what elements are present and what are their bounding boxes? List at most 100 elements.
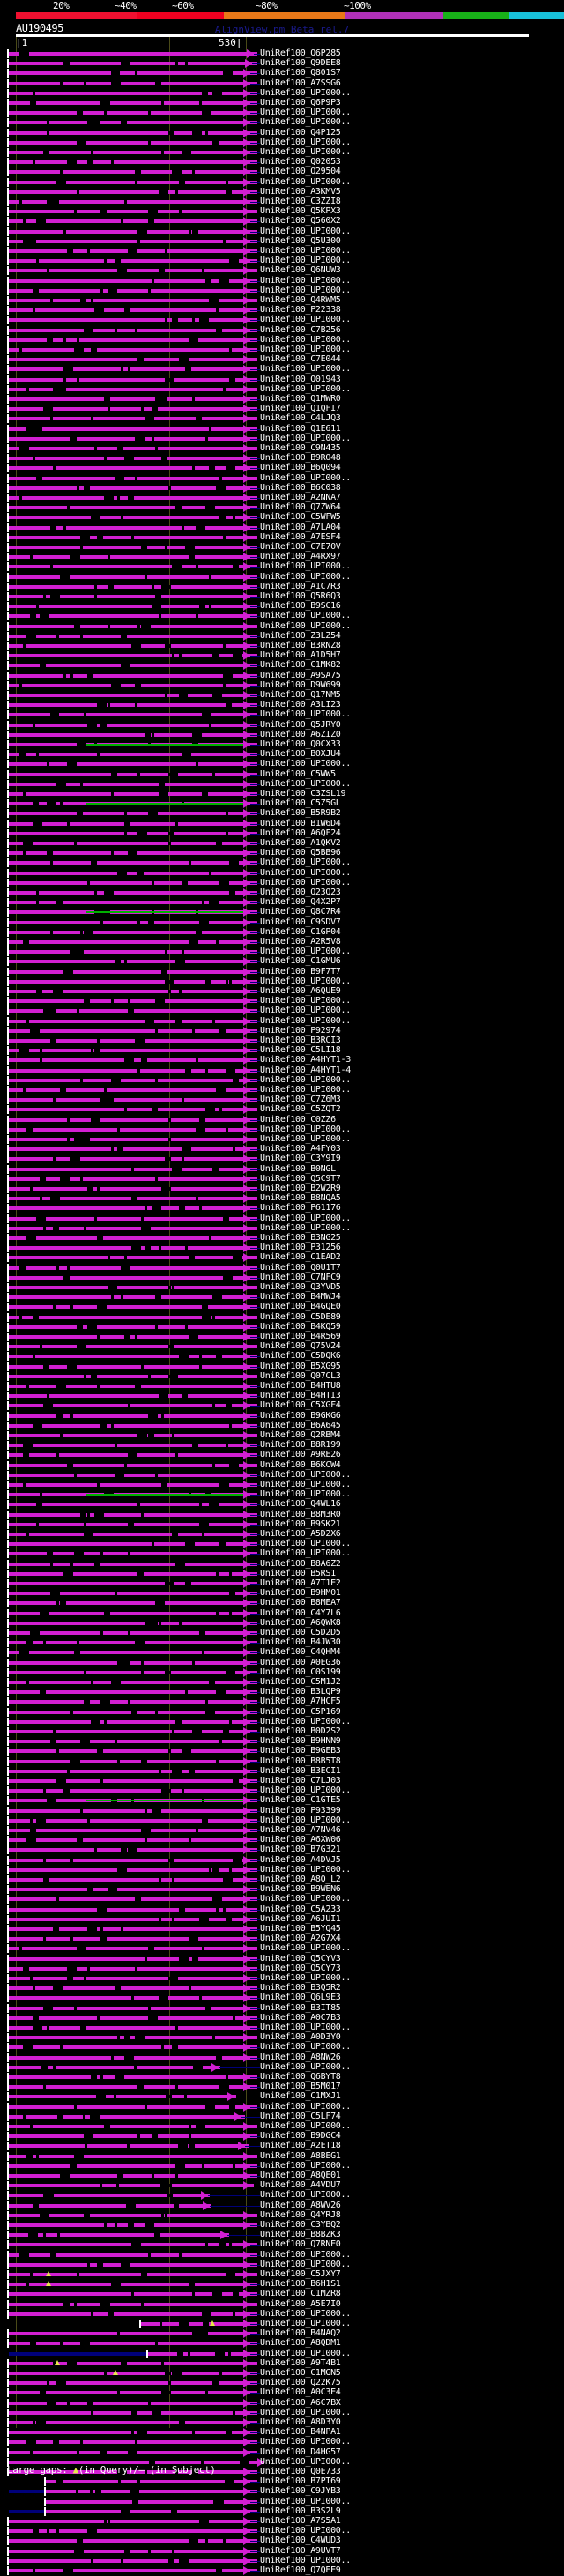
- hit-id-label[interactable]: UniRef100_A2ET18: [260, 2141, 341, 2151]
- hit-id-label[interactable]: UniRef100_A2R5V8: [260, 937, 341, 947]
- hit-id-label[interactable]: UniRef100_C5A233: [260, 1904, 341, 1914]
- hit-id-label[interactable]: UniRef100_B4HTU8: [260, 1381, 341, 1391]
- hit-id-label[interactable]: UniRef100_A7LA04: [260, 522, 341, 532]
- hit-id-label[interactable]: UniRef100_D9W699: [260, 679, 341, 690]
- table-row[interactable]: UniRef100_A1QKV2: [0, 838, 564, 849]
- table-row[interactable]: UniRef100_C5ZQT2: [0, 1104, 564, 1115]
- hit-id-label[interactable]: UniRef100_A4FY03: [260, 1144, 341, 1154]
- table-row[interactable]: UniRef100_B1W6D4: [0, 819, 564, 829]
- table-row[interactable]: UniRef100_UPI000..: [0, 315, 564, 325]
- table-row[interactable]: UniRef100_Q5U300: [0, 236, 564, 247]
- hit-id-label[interactable]: UniRef100_C1GMU6: [260, 956, 341, 967]
- hit-id-label[interactable]: UniRef100_UPI000..: [260, 1815, 351, 1825]
- hit-id-label[interactable]: UniRef100_B9HM01: [260, 1588, 341, 1599]
- table-row[interactable]: UniRef100_C5Z5GL: [0, 798, 564, 809]
- hit-id-label[interactable]: UniRef100_C4Y7L6: [260, 1607, 341, 1618]
- hit-id-label[interactable]: UniRef100_B8M3R0: [260, 1509, 341, 1519]
- table-row[interactable]: UniRef100_A7HCF5: [0, 1696, 564, 1707]
- hit-id-label[interactable]: UniRef100_A9RE26: [260, 1450, 341, 1460]
- table-row[interactable]: UniRef100_B8R199: [0, 1440, 564, 1451]
- table-row[interactable]: UniRef100_Q7QEE9: [0, 2565, 564, 2576]
- hit-id-label[interactable]: UniRef100_UPI000..: [260, 1124, 351, 1134]
- hit-id-label[interactable]: UniRef100_A8BEG1: [260, 2150, 341, 2161]
- table-row[interactable]: UniRef100_B9RO48: [0, 453, 564, 464]
- table-row[interactable]: UniRef100_A9T4B1: [0, 2358, 564, 2369]
- table-row[interactable]: UniRef100_A1D5H7: [0, 650, 564, 661]
- hit-id-label[interactable]: UniRef100_B4NAQ2: [260, 2328, 341, 2339]
- table-row[interactable]: UniRef100_Q7RNE0: [0, 2239, 564, 2250]
- table-row[interactable]: UniRef100_UPI000..: [0, 1548, 564, 1559]
- table-row[interactable]: UniRef100_Q6P9P3: [0, 98, 564, 108]
- table-row[interactable]: UniRef100_B0XJU4: [0, 749, 564, 760]
- table-row[interactable]: UniRef100_Q07CL3: [0, 1371, 564, 1382]
- hit-id-label[interactable]: UniRef100_C9JYB3: [260, 2486, 341, 2497]
- table-row[interactable]: UniRef100_A7SSG6: [0, 78, 564, 89]
- table-row[interactable]: UniRef100_A7S5A1: [0, 2516, 564, 2527]
- table-row[interactable]: UniRef100_A7T1E2: [0, 1578, 564, 1589]
- table-row[interactable]: UniRef100_C3ZZI8: [0, 197, 564, 207]
- table-row[interactable]: UniRef100_Q5JRY0: [0, 720, 564, 731]
- hit-id-label[interactable]: UniRef100_UPI000..: [260, 611, 351, 621]
- table-row[interactable]: UniRef100_C7NFC9: [0, 1273, 564, 1283]
- hit-id-label[interactable]: UniRef100_A4HYT1-3: [260, 1055, 351, 1065]
- table-row[interactable]: UniRef100_UPI000..: [0, 286, 564, 296]
- table-row[interactable]: UniRef100_Q8C7R4: [0, 907, 564, 917]
- table-row[interactable]: UniRef100_C1EAD2: [0, 1252, 564, 1263]
- table-row[interactable]: UniRef100_UPI000..: [0, 2190, 564, 2201]
- table-row[interactable]: UniRef100_UPI000..: [0, 2349, 564, 2359]
- hit-id-label[interactable]: UniRef100_UPI000..: [260, 433, 351, 443]
- table-row[interactable]: UniRef100_C4QHM4: [0, 1647, 564, 1658]
- table-row[interactable]: UniRef100_B6KCW4: [0, 1460, 564, 1471]
- hit-id-label[interactable]: UniRef100_UPI000..: [260, 857, 351, 868]
- table-row[interactable]: UniRef100_UPI000..: [0, 2023, 564, 2033]
- table-row[interactable]: UniRef100_B5M017: [0, 2082, 564, 2092]
- hit-id-label[interactable]: UniRef100_C5WFW5: [260, 512, 341, 523]
- hit-id-label[interactable]: UniRef100_A6JUI1: [260, 1913, 341, 1924]
- hit-id-label[interactable]: UniRef100_B8MEA7: [260, 1598, 341, 1608]
- table-row[interactable]: UniRef100_B6A645: [0, 1421, 564, 1431]
- table-row[interactable]: UniRef100_A8NW26: [0, 2053, 564, 2063]
- table-row[interactable]: UniRef100_C9N435: [0, 443, 564, 454]
- table-row[interactable]: UniRef100_C5DQK6: [0, 1351, 564, 1362]
- table-row[interactable]: UniRef100_C3Y9I9: [0, 1154, 564, 1164]
- table-row[interactable]: UniRef100_Q29504: [0, 167, 564, 177]
- table-row[interactable]: UniRef100_UPI000..: [0, 1134, 564, 1145]
- table-row[interactable]: UniRef100_C5D2D5: [0, 1628, 564, 1638]
- hit-id-label[interactable]: UniRef100_C5DQK6: [260, 1351, 341, 1362]
- hit-id-label[interactable]: UniRef100_A1C7R3: [260, 581, 341, 591]
- hit-id-label[interactable]: UniRef100_B4HTI3: [260, 1391, 341, 1401]
- hit-id-label[interactable]: UniRef100_UPI000..: [260, 226, 351, 236]
- table-row[interactable]: UniRef100_A5D2X6: [0, 1529, 564, 1540]
- table-row[interactable]: UniRef100_UPI000..: [0, 1214, 564, 1224]
- table-row[interactable]: UniRef100_A0C7B3: [0, 2013, 564, 2023]
- hit-id-label[interactable]: UniRef100_UPI000..: [260, 947, 351, 957]
- hit-id-label[interactable]: UniRef100_C0S199: [260, 1667, 341, 1677]
- table-row[interactable]: UniRef100_A9UVT7: [0, 2546, 564, 2557]
- table-row[interactable]: UniRef100_A8QE01: [0, 2171, 564, 2181]
- table-row[interactable]: UniRef100_B3RCI3: [0, 1036, 564, 1046]
- table-row[interactable]: UniRef100_Q6L9E3: [0, 1993, 564, 2003]
- hit-id-label[interactable]: UniRef100_UPI000..: [260, 759, 351, 769]
- table-row[interactable]: UniRef100_Q1E611: [0, 424, 564, 434]
- table-row[interactable]: UniRef100_P22338: [0, 305, 564, 316]
- hit-id-label[interactable]: UniRef100_UPI000..: [260, 867, 351, 878]
- hit-id-label[interactable]: UniRef100_A8WV26: [260, 2200, 341, 2210]
- hit-id-label[interactable]: UniRef100_A6C7BX: [260, 2397, 341, 2408]
- table-row[interactable]: UniRef100_C1GP04: [0, 927, 564, 938]
- hit-id-label[interactable]: UniRef100_A9T4B1: [260, 2357, 341, 2368]
- table-row[interactable]: UniRef100_Q01943: [0, 375, 564, 385]
- table-row[interactable]: UniRef100_Q22K75: [0, 2378, 564, 2388]
- hit-id-label[interactable]: UniRef100_UPI000..: [260, 2061, 351, 2072]
- hit-id-label[interactable]: UniRef100_UPI000..: [260, 2308, 351, 2319]
- hit-id-label[interactable]: UniRef100_UPI000..: [260, 108, 351, 118]
- hit-id-label[interactable]: UniRef100_P61176: [260, 1203, 341, 1214]
- table-row[interactable]: UniRef100_B8MEA7: [0, 1598, 564, 1608]
- hit-id-label[interactable]: UniRef100_UPI000..: [260, 2190, 351, 2201]
- table-row[interactable]: UniRef100_A7ESF4: [0, 532, 564, 543]
- hit-id-label[interactable]: UniRef100_Q0U1T7: [260, 1262, 341, 1273]
- table-row[interactable]: UniRef100_UPI000..: [0, 137, 564, 148]
- table-row[interactable]: UniRef100_C1GMU6: [0, 956, 564, 967]
- hit-id-label[interactable]: UniRef100_B9HNN9: [260, 1736, 341, 1747]
- table-row[interactable]: UniRef100_C7E044: [0, 354, 564, 365]
- hit-id-label[interactable]: UniRef100_A9SA75: [260, 670, 341, 680]
